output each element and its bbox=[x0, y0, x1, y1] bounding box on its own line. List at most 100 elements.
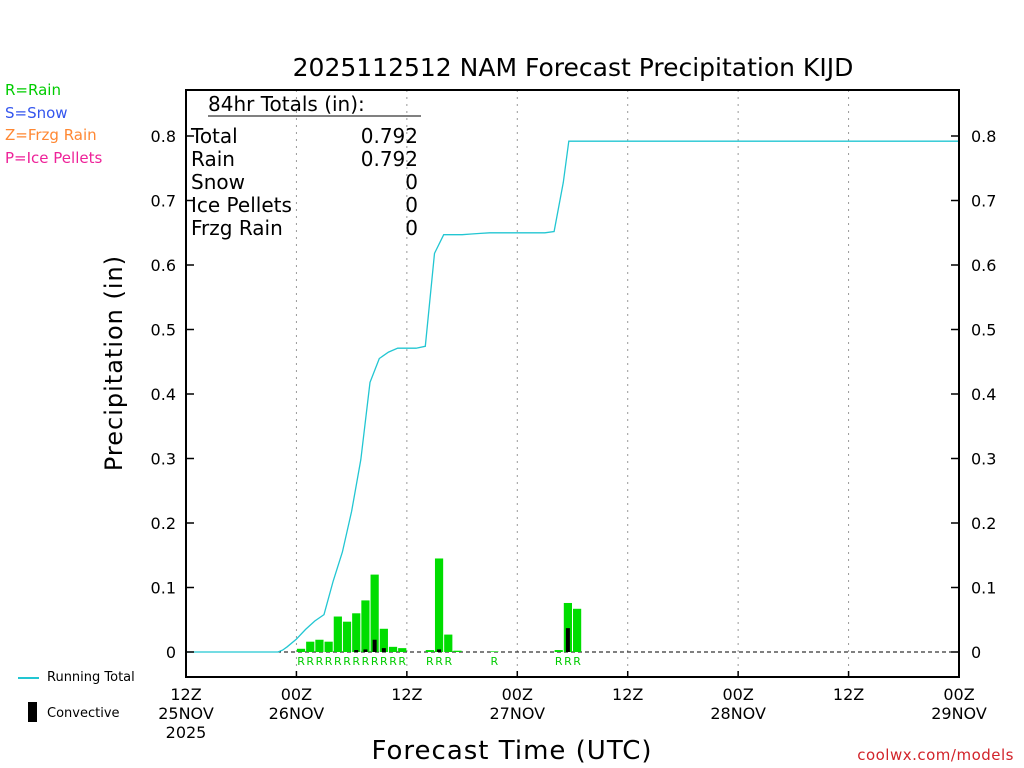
totals-row-value: 0 bbox=[405, 170, 418, 194]
y-tick-label-right: 0.5 bbox=[971, 321, 996, 340]
rain-bar bbox=[444, 634, 453, 652]
rain-bar bbox=[361, 600, 370, 652]
x-tick-date: 26NOV bbox=[269, 704, 325, 723]
rain-bar bbox=[563, 602, 572, 652]
totals-row-label: Total bbox=[190, 124, 238, 148]
rain-bar bbox=[370, 574, 379, 652]
ptype-label: R bbox=[371, 655, 379, 668]
convective-bar bbox=[372, 639, 377, 652]
x-tick-time: 00Z bbox=[502, 685, 533, 704]
totals-row-value: 0 bbox=[405, 193, 418, 217]
rain-bar bbox=[388, 646, 398, 652]
totals-row-value: 0.792 bbox=[361, 147, 418, 171]
ptype-label: R bbox=[564, 655, 572, 668]
totals-row-label: Frzg Rain bbox=[191, 216, 283, 240]
ptype-label: R bbox=[352, 655, 360, 668]
y-tick-label-left: 0.3 bbox=[151, 450, 176, 469]
x-tick-time: 12Z bbox=[391, 685, 422, 704]
running-total-label: Running Total bbox=[47, 670, 135, 685]
convective-bar bbox=[437, 649, 442, 652]
ptype-label: R bbox=[325, 655, 333, 668]
x-tick-time: 12Z bbox=[833, 685, 864, 704]
running-total-swatch bbox=[18, 677, 39, 679]
x-tick-date: 27NOV bbox=[489, 704, 545, 723]
legend-snow: S=Snow bbox=[5, 104, 68, 122]
convective-bar bbox=[363, 649, 368, 652]
ptype-label: R bbox=[334, 655, 342, 668]
ptype-label: R bbox=[435, 655, 443, 668]
rain-bar bbox=[434, 558, 444, 652]
rain-bar bbox=[324, 641, 333, 652]
y-tick-label-right: 0.4 bbox=[971, 385, 996, 404]
totals-box: 84hr Totals (in): Total 0.792 Rain 0.792 Sno… bbox=[190, 92, 421, 240]
y-tick-label-right: 0.8 bbox=[971, 127, 996, 146]
y-tick-label-left: 0.1 bbox=[151, 579, 176, 598]
x-tick-time: 00Z bbox=[281, 685, 312, 704]
ptype-label: R bbox=[380, 655, 388, 668]
y-tick-label-right: 0.2 bbox=[971, 514, 996, 533]
ptype-label: R bbox=[362, 655, 370, 668]
ptype-label: R bbox=[297, 655, 305, 668]
plot-area: R R R R R R R R R R R R R R R R R R R0 00.1 0.10.2 0.20.3 0.30… bbox=[151, 89, 996, 742]
rain-bar bbox=[453, 650, 462, 652]
ptype-label: R bbox=[555, 655, 563, 668]
rain-bar bbox=[573, 608, 582, 652]
y-tick-label-left: 0.6 bbox=[151, 256, 176, 275]
x-tick-time: 12Z bbox=[170, 685, 201, 704]
y-tick-label-left: 0.7 bbox=[151, 192, 176, 211]
rain-bar bbox=[315, 639, 324, 652]
credit-link[interactable]: coolwx.com/models bbox=[857, 746, 1014, 764]
convective-bar bbox=[381, 648, 386, 652]
x-tick-time: 00Z bbox=[943, 685, 974, 704]
y-tick-label-right: 0 bbox=[971, 643, 981, 662]
totals-row-label: Snow bbox=[191, 170, 245, 194]
totals-row-label: Rain bbox=[191, 147, 235, 171]
y-tick-label-left: 0.4 bbox=[151, 385, 176, 404]
y-tick-label-left: 0.8 bbox=[151, 127, 176, 146]
totals-row-label: Ice Pellets bbox=[191, 193, 292, 217]
rain-bar bbox=[554, 650, 563, 652]
convective-swatch bbox=[28, 702, 37, 722]
y-tick-label-right: 0.1 bbox=[971, 579, 996, 598]
ptype-label: R bbox=[389, 655, 397, 668]
ptype-label: R bbox=[426, 655, 434, 668]
legend-frzg-rain: Z=Frzg Rain bbox=[5, 126, 97, 144]
ptype-label: R bbox=[343, 655, 351, 668]
ptype-label: R bbox=[444, 655, 452, 668]
rain-bar bbox=[398, 648, 407, 652]
convective-bar bbox=[354, 650, 359, 652]
ptype-label: R bbox=[398, 655, 406, 668]
totals-heading: 84hr Totals (in): bbox=[208, 92, 365, 116]
rain-bar bbox=[306, 641, 315, 652]
rain-bar bbox=[296, 648, 306, 652]
totals-row-value: 0.792 bbox=[361, 124, 418, 148]
rain-bar bbox=[342, 621, 352, 652]
y-tick-label-right: 0.6 bbox=[971, 256, 996, 275]
ptype-label: R bbox=[490, 655, 498, 668]
plot-frame bbox=[185, 89, 960, 678]
rain-bar bbox=[490, 651, 499, 652]
running-total-line bbox=[186, 140, 959, 653]
legend-rain: R=Rain bbox=[5, 81, 61, 99]
ptype-label: R bbox=[316, 655, 324, 668]
rain-bar bbox=[333, 616, 342, 652]
y-tick-label-right: 0.3 bbox=[971, 450, 996, 469]
convective-label: Convective bbox=[47, 706, 120, 721]
ptype-label: R bbox=[306, 655, 314, 668]
legend-ice-pellets: P=Ice Pellets bbox=[5, 149, 103, 167]
x-tick-time: 12Z bbox=[612, 685, 643, 704]
x-tick-date: 29NOV bbox=[931, 704, 987, 723]
convective-bar bbox=[565, 628, 570, 652]
y-tick-label-right: 0.7 bbox=[971, 192, 996, 211]
x-tick-time: 00Z bbox=[722, 685, 753, 704]
chart-title: 2025112512 NAM Forecast Precipitation KI… bbox=[293, 53, 854, 82]
y-tick-label-left: 0.2 bbox=[151, 514, 176, 533]
x-tick-year: 2025 bbox=[166, 723, 207, 742]
y-tick-label-left: 0 bbox=[166, 643, 176, 662]
rain-bar bbox=[352, 613, 361, 652]
ptype-label: R bbox=[573, 655, 581, 668]
x-tick-date: 25NOV bbox=[158, 704, 214, 723]
y-tick-label-left: 0.5 bbox=[151, 321, 176, 340]
totals-row-value: 0 bbox=[405, 216, 418, 240]
